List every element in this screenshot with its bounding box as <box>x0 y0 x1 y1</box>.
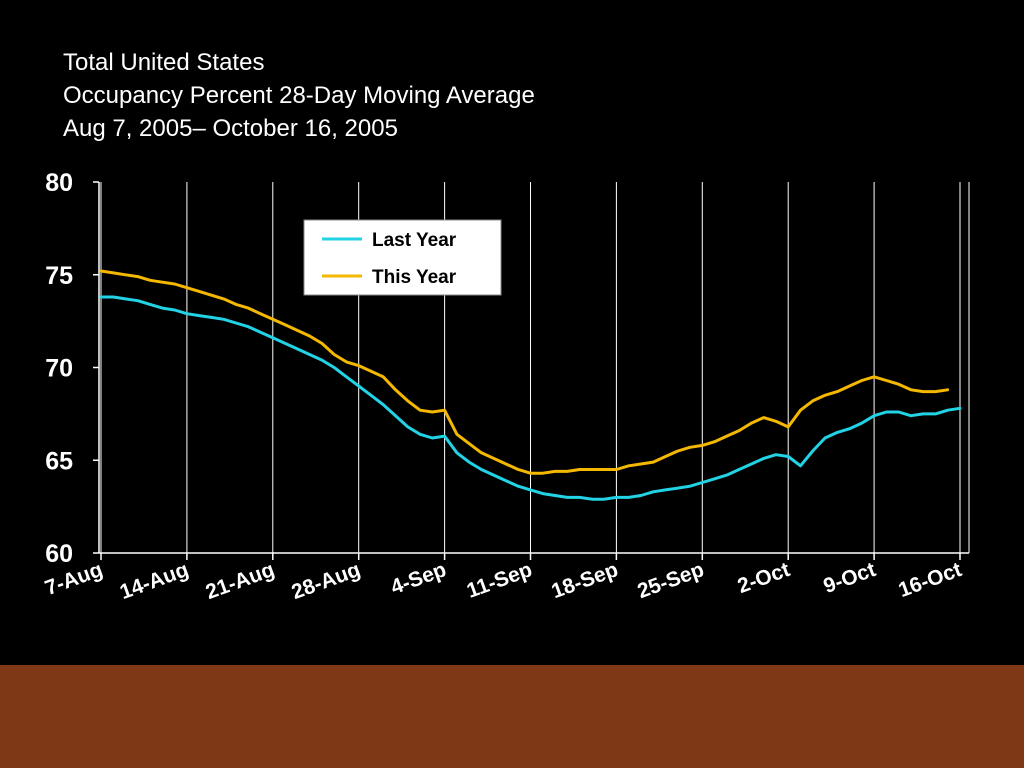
x-tick-label: 2-Oct <box>735 558 793 598</box>
y-tick-label: 75 <box>45 262 73 290</box>
y-tick-label: 70 <box>45 355 73 383</box>
legend-label: This Year <box>372 267 457 288</box>
y-tick-label: 80 <box>45 169 73 197</box>
title-line-3: Aug 7, 2005– October 16, 2005 <box>63 115 398 142</box>
x-tick-label: 25-Sep <box>634 558 707 603</box>
legend-label: Last Year <box>372 230 457 251</box>
x-tick-label: 14-Aug <box>117 558 192 604</box>
x-tick-label: 4-Sep <box>388 558 450 599</box>
x-tick-label: 28-Aug <box>289 558 364 604</box>
title-line-1: Total United States <box>63 49 265 76</box>
footer-band <box>0 665 1024 768</box>
series-line-this-year <box>99 269 950 475</box>
x-tick-label: 16-Oct <box>895 558 964 602</box>
y-tick-label: 65 <box>45 447 73 475</box>
x-tick-label: 21-Aug <box>203 558 278 604</box>
series-line-last-year <box>99 295 962 501</box>
legend-box <box>303 219 502 296</box>
y-tick-label: 60 <box>45 540 73 568</box>
x-tick-label: 9-Oct <box>820 558 878 598</box>
x-tick-label: 18-Sep <box>549 558 622 603</box>
title-line-2: Occupancy Percent 28-Day Moving Average <box>63 82 535 109</box>
x-tick-label: 11-Sep <box>464 558 536 603</box>
slide-title: Total United States Occupancy Percent 28… <box>63 46 535 145</box>
